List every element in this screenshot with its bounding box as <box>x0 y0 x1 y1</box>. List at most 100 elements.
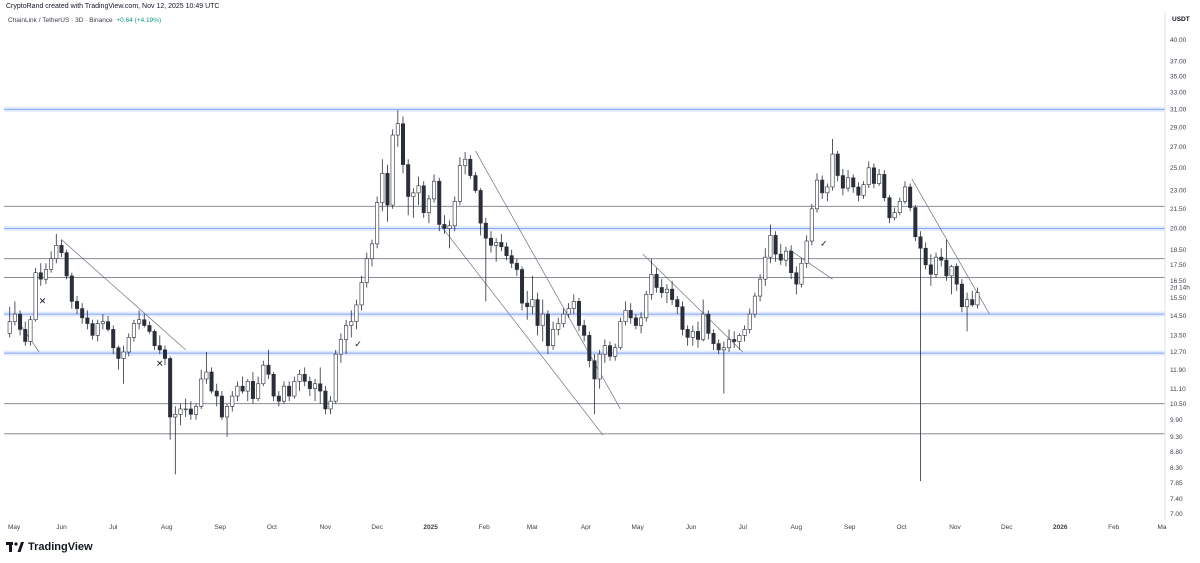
candle[interactable] <box>121 345 126 384</box>
candle[interactable] <box>69 272 74 309</box>
candle[interactable] <box>23 321 28 346</box>
candle[interactable] <box>106 315 111 332</box>
candle[interactable] <box>809 203 814 246</box>
candle[interactable] <box>183 398 188 418</box>
candle[interactable] <box>716 339 721 355</box>
candle[interactable] <box>535 292 540 336</box>
candle[interactable] <box>364 252 369 288</box>
candle[interactable] <box>783 246 788 267</box>
candle[interactable] <box>587 331 592 368</box>
candle[interactable] <box>85 310 90 330</box>
candle[interactable] <box>799 258 804 288</box>
candle[interactable] <box>659 279 664 298</box>
candle[interactable] <box>866 161 871 189</box>
candle[interactable] <box>354 299 359 330</box>
candle[interactable] <box>307 376 312 397</box>
candle[interactable] <box>545 310 550 355</box>
candle[interactable] <box>944 239 949 281</box>
candle[interactable] <box>576 297 581 332</box>
candle[interactable] <box>411 188 416 218</box>
candle[interactable] <box>395 110 400 147</box>
candle[interactable] <box>732 331 737 348</box>
candle[interactable] <box>882 170 887 202</box>
candle[interactable] <box>633 314 638 330</box>
candle[interactable] <box>406 159 411 216</box>
candle[interactable] <box>111 325 116 355</box>
candle[interactable] <box>846 170 851 192</box>
candle[interactable] <box>514 258 519 276</box>
candle[interactable] <box>918 231 923 482</box>
candle[interactable] <box>313 378 318 402</box>
candle[interactable] <box>902 181 907 204</box>
candle[interactable] <box>608 341 613 361</box>
candle[interactable] <box>421 181 426 218</box>
candle[interactable] <box>804 235 809 268</box>
candle[interactable] <box>566 303 571 318</box>
candle[interactable] <box>194 403 199 420</box>
candle[interactable] <box>794 266 799 295</box>
candle[interactable] <box>959 279 964 313</box>
candle[interactable] <box>447 220 452 249</box>
candle[interactable] <box>276 391 281 407</box>
candle[interactable] <box>520 266 525 311</box>
candle[interactable] <box>530 275 535 315</box>
candle[interactable] <box>908 183 913 212</box>
candle[interactable] <box>173 406 178 475</box>
candle[interactable] <box>266 349 271 379</box>
candle[interactable] <box>463 151 468 175</box>
candle[interactable] <box>235 381 240 402</box>
candle[interactable] <box>209 367 214 394</box>
candle[interactable] <box>349 310 354 338</box>
candle[interactable] <box>649 258 654 300</box>
candle[interactable] <box>737 333 742 350</box>
candle[interactable] <box>861 181 866 199</box>
candle[interactable] <box>199 369 204 409</box>
candle[interactable] <box>116 345 121 370</box>
time-axis[interactable]: May Jun Jul Aug Sep Oct Nov Dec 2025 Feb Mar Apr May… <box>8 524 1167 531</box>
candle[interactable] <box>752 292 757 318</box>
candle[interactable] <box>457 157 462 206</box>
candle[interactable] <box>887 195 892 224</box>
candle[interactable] <box>426 195 431 224</box>
trend-line[interactable] <box>642 253 744 353</box>
trend-line[interactable] <box>61 239 186 351</box>
candle[interactable] <box>137 310 142 330</box>
candle[interactable] <box>245 378 250 402</box>
candle[interactable] <box>954 263 959 291</box>
candle[interactable] <box>168 356 173 440</box>
candle[interactable] <box>442 215 447 234</box>
candle[interactable] <box>561 308 566 328</box>
candle[interactable] <box>416 176 421 206</box>
candle[interactable] <box>623 301 628 326</box>
candle[interactable] <box>49 251 54 273</box>
candle[interactable] <box>763 248 768 286</box>
candle[interactable] <box>592 354 597 415</box>
candle[interactable] <box>680 301 685 336</box>
candle[interactable] <box>302 367 307 387</box>
candle[interactable] <box>670 280 675 305</box>
candle[interactable] <box>488 231 493 253</box>
candle[interactable] <box>499 233 504 252</box>
candle[interactable] <box>230 391 235 412</box>
candle[interactable] <box>297 369 302 392</box>
candle[interactable] <box>897 197 902 216</box>
candle[interactable] <box>825 183 830 202</box>
trend-line[interactable] <box>911 178 990 315</box>
candle[interactable] <box>473 172 478 193</box>
candle[interactable] <box>359 275 364 311</box>
candle[interactable] <box>43 263 48 285</box>
candle[interactable] <box>820 175 825 199</box>
candle[interactable] <box>877 168 882 186</box>
candle[interactable] <box>385 164 390 222</box>
candle[interactable] <box>504 242 509 261</box>
candle[interactable] <box>815 173 820 213</box>
trend-line[interactable] <box>440 225 604 436</box>
trend-line[interactable] <box>789 249 833 280</box>
candle[interactable] <box>318 367 323 404</box>
candle[interactable] <box>742 325 747 342</box>
candle[interactable] <box>338 333 343 363</box>
candle[interactable] <box>830 138 835 191</box>
candle[interactable] <box>934 252 939 278</box>
candle[interactable] <box>768 224 773 264</box>
candle[interactable] <box>789 245 794 280</box>
